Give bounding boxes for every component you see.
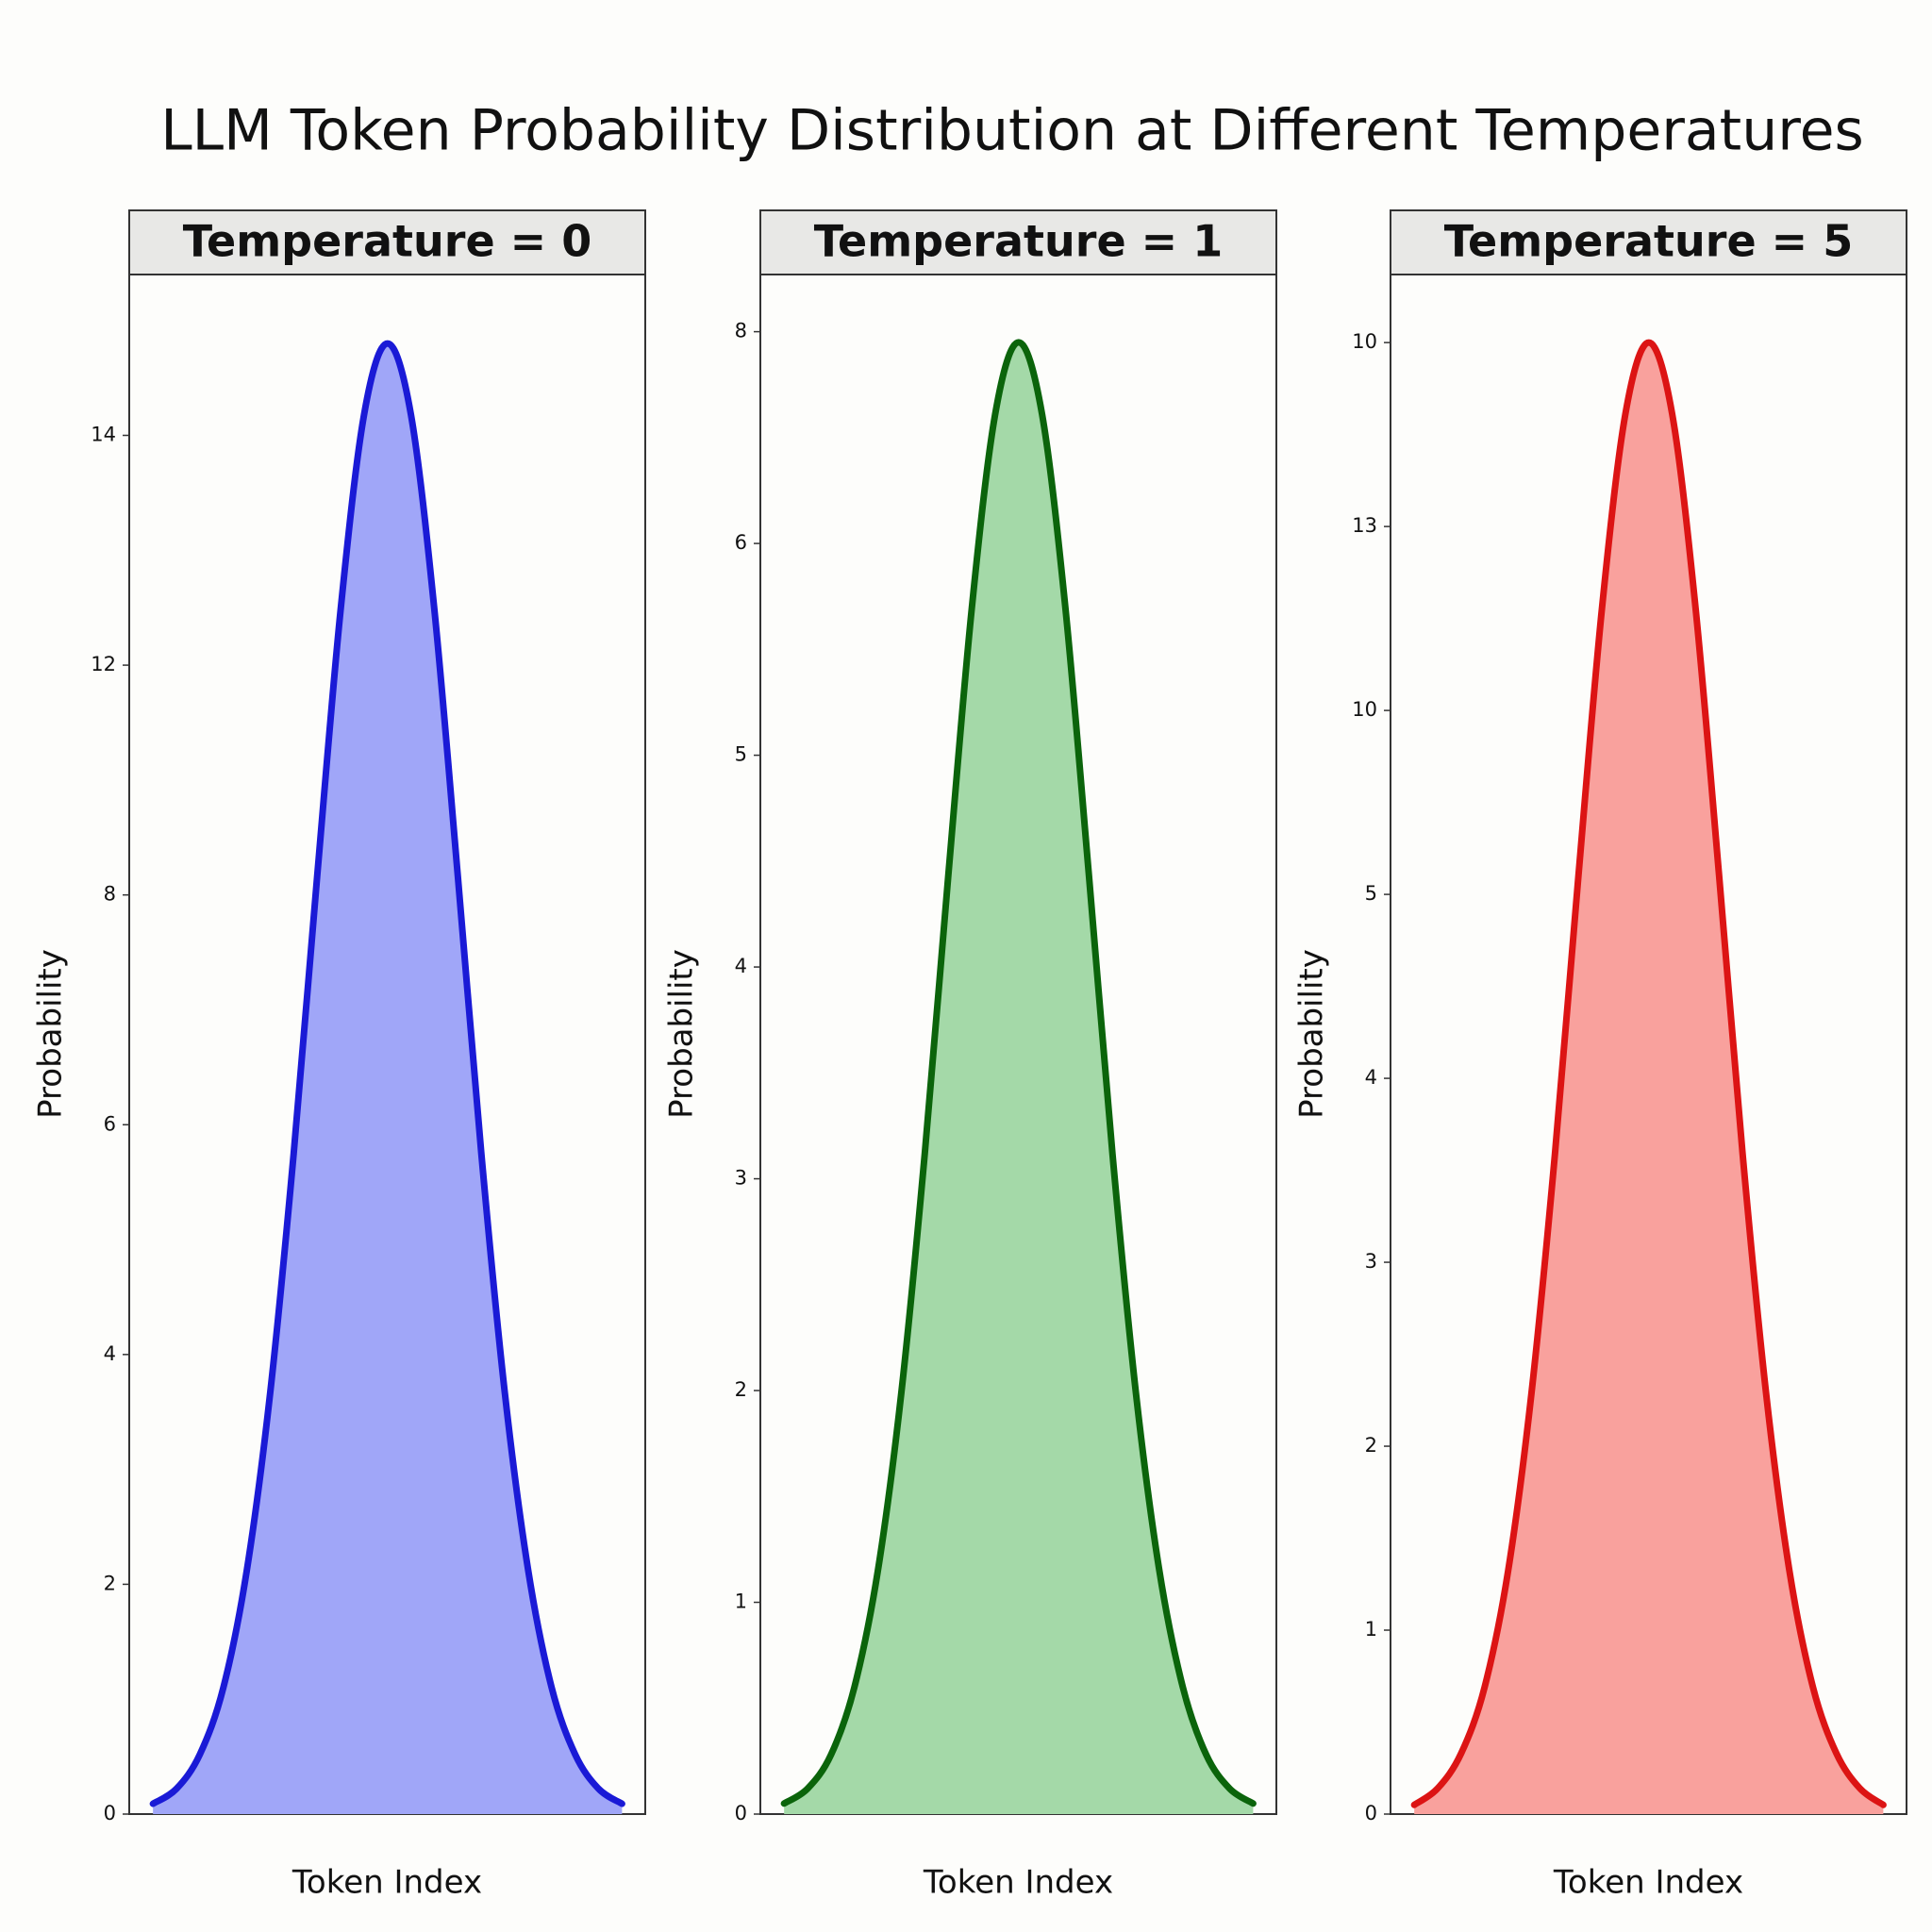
panel-title: Temperature = 5 [1444, 216, 1853, 267]
panel-header [759, 209, 1277, 275]
y-tick-label: 3 [735, 1167, 747, 1190]
y-tick-label: 6 [735, 531, 747, 554]
y-tick-label: 13 [1352, 514, 1377, 537]
y-tick-label: 5 [735, 743, 747, 766]
line [780, 339, 1257, 1807]
y-tick-label: 0 [1365, 1802, 1377, 1824]
line [149, 340, 625, 1807]
y-axis-label: Probability [1293, 949, 1331, 1119]
panel-title: Temperature = 1 [814, 216, 1223, 267]
y-tick-label: 4 [735, 955, 747, 977]
y-tick-label: 1 [735, 1591, 747, 1613]
y-tick-label: 0 [735, 1802, 747, 1824]
y-tick-label: 2 [1365, 1434, 1377, 1457]
y-tick-label: 10 [1352, 698, 1377, 721]
y-axis-label: Probability [32, 949, 70, 1119]
y-tick-label: 8 [104, 883, 116, 906]
y-tick-label: 10 [1352, 330, 1377, 353]
y-tick-label: 14 [91, 424, 116, 446]
panel-header [128, 209, 646, 275]
area-fill [784, 341, 1254, 1814]
y-tick-label: 1 [1365, 1618, 1377, 1641]
x-axis-label: Token Index [1553, 1864, 1743, 1902]
panel-title: Temperature = 0 [183, 216, 591, 267]
y-tick-label: 3 [1365, 1250, 1377, 1273]
panel-header [1390, 209, 1907, 275]
area-fill [1414, 342, 1884, 1815]
x-axis-label: Token Index [923, 1864, 1113, 1902]
x-axis-label: Token Index [291, 1864, 482, 1902]
y-tick-label: 4 [104, 1342, 116, 1365]
y-tick-label: 0 [104, 1802, 116, 1824]
y-tick-label: 8 [735, 320, 747, 342]
figure-title: LLM Token Probability Distribution at Di… [160, 98, 1864, 164]
y-tick-label: 2 [104, 1572, 116, 1594]
area-fill [153, 343, 623, 1815]
y-tick-label: 6 [104, 1112, 116, 1135]
y-tick-label: 4 [1365, 1066, 1377, 1089]
y-axis-label: Probability [663, 949, 701, 1119]
y-tick-label: 5 [1365, 882, 1377, 905]
y-tick-label: 2 [735, 1378, 747, 1401]
line [1410, 339, 1887, 1808]
y-tick-label: 12 [91, 653, 116, 675]
